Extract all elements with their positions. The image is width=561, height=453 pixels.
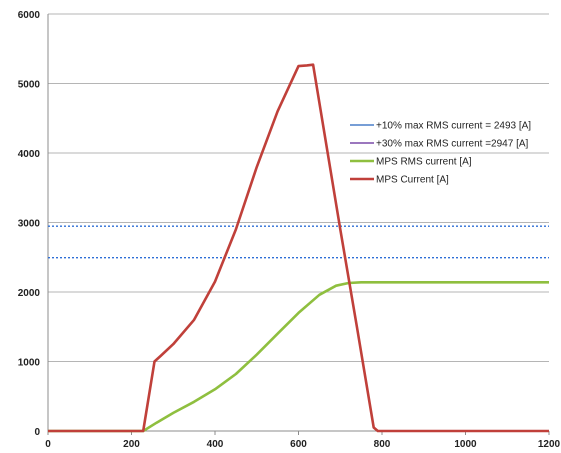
legend: +10% max RMS current = 2493 [A] +30% max …	[350, 121, 531, 186]
x-tick-label: 1200	[538, 439, 561, 450]
x-tick-label: 200	[123, 439, 140, 450]
axes: 0 1000 2000 3000 4000 5000 6000 0 200 400 600 800 10…	[18, 10, 561, 450]
legend-label-1: +30% max RMS current =2947 [A]	[376, 139, 529, 150]
series-line-3	[48, 63, 549, 433]
legend-label-3: MPS Current [A]	[376, 175, 449, 186]
y-tick-label: 5000	[18, 80, 41, 91]
y-tick-label: 3000	[18, 219, 41, 230]
series-line-2	[48, 280, 549, 433]
y-tick-label: 0	[34, 427, 40, 438]
y-tick-label: 6000	[18, 10, 41, 21]
x-tick-label: 0	[45, 439, 51, 450]
y-tick-label: 1000	[18, 358, 41, 369]
x-tick-label: 1000	[454, 439, 477, 450]
y-tick-label: 2000	[18, 288, 41, 299]
y-tick-label: 4000	[18, 149, 41, 160]
x-tick-label: 400	[207, 439, 224, 450]
legend-label-0: +10% max RMS current = 2493 [A]	[376, 121, 531, 132]
x-tick-label: 600	[290, 439, 307, 450]
gridlines	[48, 13, 549, 362]
series-lines	[48, 63, 549, 433]
legend-label-2: MPS RMS current [A]	[376, 157, 472, 168]
x-tick-label: 800	[374, 439, 391, 450]
